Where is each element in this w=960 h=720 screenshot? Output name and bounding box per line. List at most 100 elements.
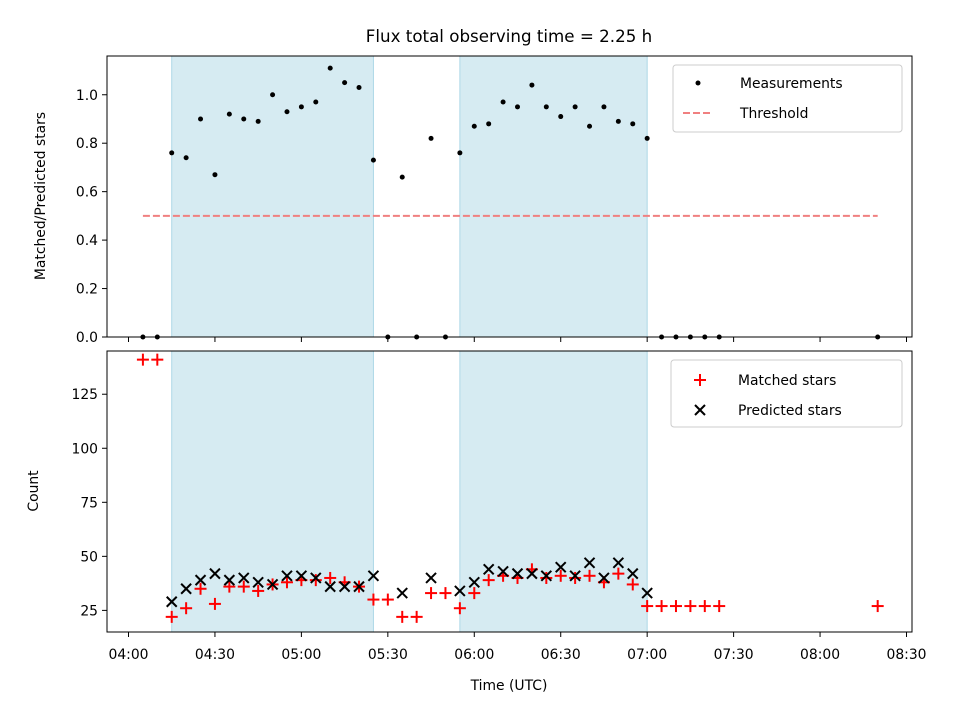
measurement-point [587, 123, 593, 129]
bottom-legend: Matched stars Predicted stars [670, 359, 903, 428]
x-tick-label: 06:30 [541, 647, 581, 663]
measurement-point [486, 121, 492, 127]
bottom-shaded-interval [459, 350, 648, 633]
matched-star-point [713, 600, 726, 613]
x-tick-label: 08:00 [800, 647, 840, 663]
predicted-star-point [526, 567, 538, 580]
top-x-ticks [128, 337, 907, 342]
top-y-tick-label: 0.2 [76, 282, 98, 298]
bottom-y-axis-label: Count [26, 470, 42, 512]
predicted-star-point [338, 580, 351, 593]
bottom-y-tick-label: 75 [80, 495, 98, 511]
matched-star-point [396, 610, 409, 623]
matched-star-point [165, 610, 178, 623]
matched-star-point [252, 584, 265, 597]
x-tick-label: 07:00 [627, 647, 667, 663]
matched-star-point [367, 593, 380, 606]
bottom-series [136, 353, 884, 623]
matched-star-point [468, 587, 481, 600]
matched-star-point [626, 578, 639, 591]
top-y-tick-label: 0.0 [76, 330, 98, 346]
predicted-star-point [598, 572, 610, 584]
matched-star-point [871, 600, 884, 613]
matched-star-point [641, 600, 654, 613]
matched-star-point [453, 602, 466, 615]
measurement-point [543, 104, 549, 110]
predicted-star-point [555, 561, 567, 573]
top-panel: 0.0 0.2 0.4 0.6 0.8 1.0 Flux total observing … [33, 26, 913, 346]
legend-matched-label: Matched stars [738, 373, 836, 389]
matched-star-point [540, 571, 553, 584]
matched-star-point [381, 593, 394, 606]
x-axis-label: Time (UTC) [470, 678, 548, 694]
measurement-point [515, 104, 520, 110]
predicted-star-point [482, 563, 495, 576]
legend-threshold-label: Threshold [739, 106, 808, 122]
measurement-point [284, 109, 290, 115]
top-y-ticks: 0.0 0.2 0.4 0.6 0.8 1.0 [76, 88, 107, 346]
matched-star-point [324, 571, 337, 584]
measurement-point [241, 116, 247, 122]
matched-star-point [612, 567, 625, 580]
matched-star-point [698, 600, 711, 613]
measurement-point [226, 111, 232, 117]
matched-star-point [439, 587, 452, 600]
predicted-star-point [252, 576, 264, 588]
x-tick-label: 06:00 [454, 647, 494, 663]
measurement-point [558, 114, 564, 120]
x-tick-label: 04:30 [195, 647, 235, 663]
x-tick-label: 08:30 [886, 647, 926, 663]
top-plot-frame [106, 55, 913, 338]
bottom-x-ticks: 04:00 04:30 05:00 05:30 06:00 06:30 07:00 07:30… [108, 632, 927, 663]
predicted-star-point [281, 570, 293, 582]
bottom-y-tick-label: 100 [71, 441, 98, 457]
measurement-point [428, 135, 434, 141]
predicted-star-point [425, 572, 437, 584]
top-y-tick-label: 1.0 [76, 88, 98, 104]
top-y-tick-label: 0.8 [76, 136, 98, 152]
top-legend: Measurements Threshold [672, 64, 903, 133]
predicted-star-point [612, 557, 625, 569]
matched-star-point [180, 602, 193, 615]
matched-star-point [237, 580, 250, 593]
bottom-shaded-intervals [171, 350, 648, 633]
matched-star-point [569, 571, 582, 584]
legend-predicted-label: Predicted stars [738, 403, 842, 419]
matched-star-point [194, 582, 207, 595]
measurement-point [500, 99, 506, 105]
bottom-panel: 25 50 75 100 125 04:00 04:30 05:00 05:30 06:00 06… [26, 350, 927, 694]
predicted-star-point [497, 565, 509, 578]
chart-title: Flux total observing time = 2.25 h [366, 26, 652, 46]
bottom-legend-box [670, 359, 903, 428]
matched-star-point [655, 600, 668, 613]
matched-star-point [482, 574, 495, 587]
predicted-star-point [180, 583, 192, 595]
measurement-point [601, 104, 607, 110]
predicted-star-point [454, 585, 466, 597]
measurement-point [572, 104, 578, 110]
measurement-point [529, 82, 535, 88]
matched-star-point [151, 353, 164, 366]
measurement-point [471, 123, 477, 129]
predicted-star-point [223, 574, 236, 586]
top-y-axis-label: Matched/Predicted stars [33, 112, 49, 280]
matched-star-point [223, 580, 236, 593]
matched-star-point [583, 569, 596, 582]
measurement-point [270, 92, 276, 98]
matched-star-point [136, 353, 149, 366]
x-tick-label: 05:30 [368, 647, 408, 663]
legend-measurements-label: Measurements [740, 76, 843, 92]
measurement-point [313, 99, 319, 105]
matched-star-point [410, 610, 423, 623]
x-tick-label: 07:30 [714, 647, 754, 663]
bottom-y-tick-label: 25 [80, 603, 98, 619]
top-y-tick-label: 0.4 [76, 233, 98, 249]
measurement-point [298, 104, 304, 110]
predicted-star-point [583, 557, 596, 569]
x-tick-label: 05:00 [281, 647, 321, 663]
predicted-star-point [310, 572, 322, 584]
legend-matched-marker [694, 374, 706, 386]
measurement-point [356, 84, 362, 90]
bottom-y-tick-label: 125 [71, 387, 98, 403]
